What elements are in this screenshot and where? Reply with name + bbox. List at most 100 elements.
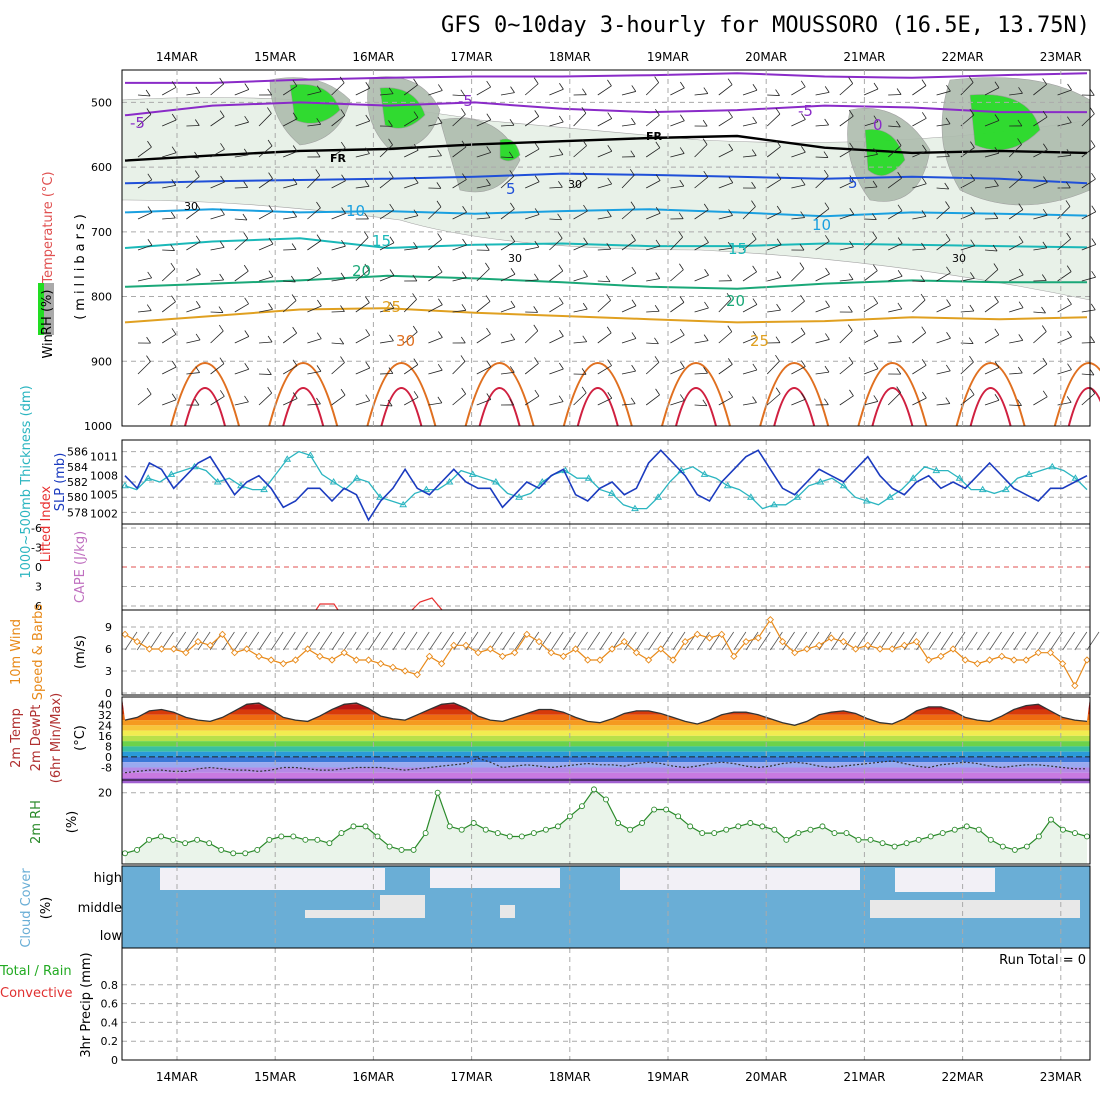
wind-barb [525, 181, 540, 189]
surface-wind-barb [502, 631, 515, 651]
wind-barb [186, 241, 201, 251]
wind-barb [161, 301, 176, 313]
wind-barb-flag [679, 296, 685, 303]
wind-barb [936, 337, 951, 344]
surface-wind-barb [392, 631, 406, 651]
wind-barb-flag [412, 293, 417, 300]
wind-barb [500, 241, 515, 251]
wind-speed-point [925, 656, 933, 664]
surface-wind-barb [538, 631, 552, 651]
surface-wind-barb [1001, 631, 1015, 651]
wind-barb [476, 86, 491, 96]
wind-barb-flag [534, 389, 540, 397]
wind-barb-flag [896, 88, 902, 95]
wind-barb [549, 121, 564, 127]
wind-barb [718, 331, 733, 344]
wind-barb [234, 89, 249, 96]
wind-barb-flag [365, 296, 370, 303]
wind-barb-flag [389, 334, 394, 342]
surface-wind-barb [587, 631, 601, 651]
wind-barb-flag [171, 393, 177, 400]
wind-barb [258, 276, 274, 282]
wind-barb-flag [703, 170, 709, 178]
wind-barb-flag [921, 326, 927, 333]
rh2m-point [314, 836, 321, 843]
wind-barb-flag [243, 181, 249, 188]
thickness-tick: 578 [67, 506, 88, 519]
precip-tick: 0.8 [101, 979, 119, 992]
wind-barb [524, 116, 539, 127]
wind-barb [379, 93, 394, 96]
wind-barb [863, 335, 879, 344]
wind-barb-flag [341, 239, 346, 247]
wind-barb [912, 332, 926, 344]
rh2m-point [194, 836, 201, 843]
wind-barb [258, 373, 272, 375]
wind-barb [403, 117, 419, 127]
wind-speed-point [973, 660, 982, 668]
wind-barb [863, 121, 879, 127]
wind-barb [984, 152, 999, 158]
wind-barb-flag [509, 119, 515, 126]
lifted-index-axis-label: Lifted Index [39, 485, 54, 562]
wind-barb [742, 89, 758, 96]
temperature-tick: -8 [101, 761, 112, 774]
surface-wind-barb [1037, 631, 1051, 651]
wind-barb [162, 119, 177, 127]
isotherm-label: 30 [508, 252, 522, 265]
wind-barb-flag [268, 205, 274, 212]
hot-isotherm-arc [773, 387, 816, 427]
wind-barb-flag [970, 272, 975, 279]
wind-barb [282, 85, 298, 96]
temperature-color-band [122, 720, 1090, 726]
wind-barb-flag [921, 112, 927, 119]
lifted-index-tick: -6 [31, 522, 42, 535]
wind-barb-flag [462, 271, 467, 278]
wind-barb-flag [242, 213, 248, 221]
wind-barb [984, 301, 999, 313]
wind-barb-flag [946, 299, 951, 306]
wind-barb-flag [654, 356, 660, 363]
surface-wind-barb [599, 631, 613, 651]
hot-isotherm-arc [282, 387, 325, 427]
surface-wind-barb [197, 631, 211, 651]
wind-barb [549, 88, 564, 96]
wind-barb-flag [437, 265, 443, 273]
wind-barb-flag [1042, 390, 1048, 398]
wind-barb-flag [220, 175, 225, 183]
rh2m-point [1023, 843, 1030, 850]
surface-wind-barb [916, 631, 929, 651]
wind-barb-flag [365, 329, 371, 336]
wind-speed-point [718, 630, 726, 638]
wind-barb [1081, 309, 1096, 313]
wind-barb-flag [727, 274, 732, 281]
rh2m-point [410, 846, 417, 853]
wind-barb [549, 238, 563, 251]
rh-shading [864, 129, 906, 176]
wind-barb-flag [896, 367, 902, 375]
surface-wind-barb [149, 631, 162, 651]
rh2m-point [855, 836, 862, 843]
wind-barb-flag [630, 397, 636, 405]
surface-wind-barb [234, 631, 247, 651]
rh2m-point [579, 803, 585, 810]
isotherm-label: -5 [798, 102, 813, 120]
wind-barb [984, 218, 998, 220]
wind-barb-flag [824, 365, 830, 373]
wind-barb-flag [776, 271, 782, 278]
wind-barb-flag [776, 140, 781, 147]
thickness-point [352, 474, 361, 481]
wind-barb [525, 279, 539, 282]
wind-barb [1008, 176, 1023, 189]
wind-barb-flag [800, 327, 806, 335]
wind-barb-flag [751, 149, 757, 156]
wind-barb-flag [751, 232, 757, 240]
wind-barb-flag [728, 143, 734, 151]
wind-barb [766, 178, 782, 189]
wind-barb [428, 239, 442, 251]
wind-barb-flag [461, 140, 467, 148]
wind-barb-flag [485, 211, 491, 219]
wind-barb [863, 153, 878, 158]
wind-barb-flag [607, 79, 612, 87]
wind-barb-flag [680, 81, 685, 89]
